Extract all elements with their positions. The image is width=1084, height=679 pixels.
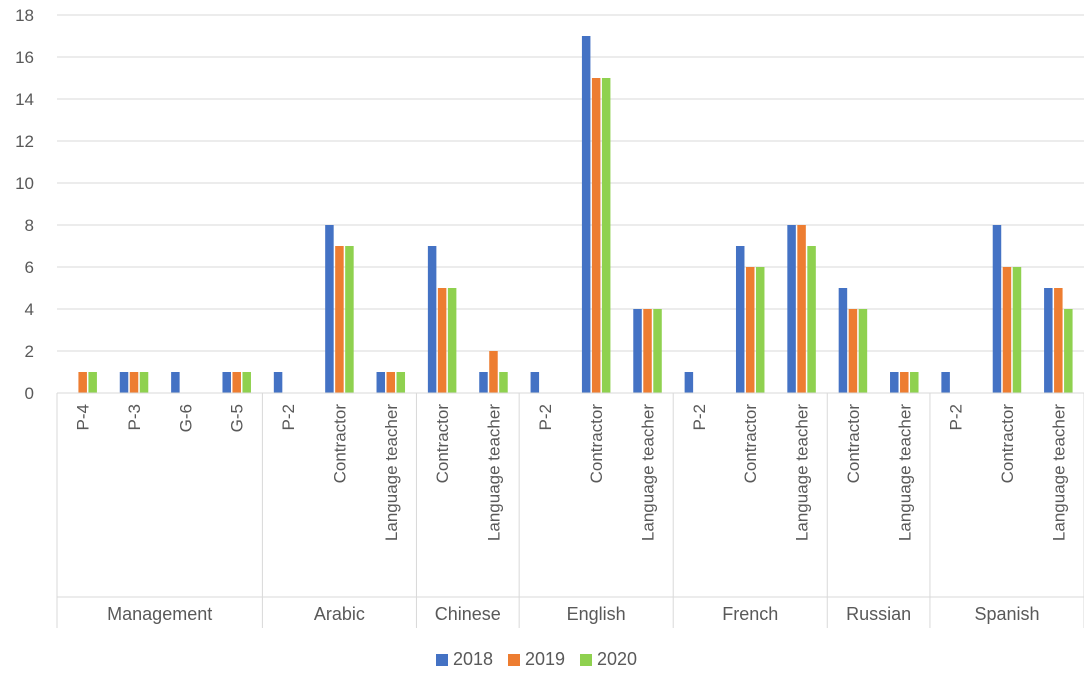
y-tick-label-16: 16 <box>15 48 34 67</box>
bar-2019-1 <box>78 372 87 393</box>
group-label-arabic: Arabic <box>314 604 365 624</box>
legend-swatch-2019 <box>508 654 520 666</box>
x-tick-label-p-2: P-2 <box>279 404 298 430</box>
y-tick-label-0: 0 <box>25 384 34 403</box>
y-tick-label-8: 8 <box>25 216 34 235</box>
x-axis: P-4 P-3 G-6 G-5 P-2 Contractor Language teache… <box>56 392 1084 628</box>
bar-2018-4 <box>222 372 231 393</box>
x-tick-label-language-teacher: Language teacher <box>1049 404 1068 541</box>
bar-2020-8 <box>447 288 457 393</box>
bar-2020-1 <box>88 372 97 393</box>
bar-2019-6 <box>335 246 344 393</box>
bar-2019-8 <box>437 288 447 393</box>
y-tick-label-4: 4 <box>25 300 34 319</box>
bar-2018-17 <box>890 372 899 393</box>
bar-2018-15 <box>787 225 796 393</box>
legend-label-2019: 2019 <box>525 649 565 669</box>
bar-2020-20 <box>1064 309 1073 393</box>
bar-2020-4 <box>242 372 251 393</box>
y-tick-label-18: 18 <box>15 6 34 25</box>
legend-swatch-2020 <box>580 654 592 666</box>
bar-2019-4 <box>232 372 241 393</box>
bar-2018-16 <box>838 288 848 393</box>
legend-label-2020: 2020 <box>597 649 637 669</box>
bar-2019-2 <box>129 372 139 393</box>
bar-2019-19 <box>1002 267 1012 393</box>
gridlines <box>57 14 1084 352</box>
bar-2020-14 <box>755 267 765 393</box>
x-tick-label-p-2: P-2 <box>536 404 555 430</box>
x-tick-label-language-teacher: Language teacher <box>484 404 503 541</box>
bar-2019-12 <box>643 309 652 393</box>
bar-2018-19 <box>992 225 1002 393</box>
x-tick-label-contractor: Contractor <box>741 404 760 484</box>
bar-2018-5 <box>273 372 283 393</box>
bar-2019-14 <box>745 267 755 393</box>
group-label-french: French <box>722 604 778 624</box>
bar-2019-20 <box>1054 288 1063 393</box>
x-tick-label-contractor: Contractor <box>998 404 1017 484</box>
legend: 2018 2019 2020 <box>436 649 637 669</box>
y-tick-label-10: 10 <box>15 174 34 193</box>
x-tick-label-language-teacher: Language teacher <box>639 404 658 541</box>
bar-2019-15 <box>797 225 806 393</box>
group-label-spanish: Spanish <box>974 604 1039 624</box>
bar-2018-10 <box>530 372 540 393</box>
bar-2019-17 <box>900 372 909 393</box>
y-axis: 0 2 4 6 8 10 12 14 16 18 <box>15 6 34 403</box>
x-tick-label-contractor: Contractor <box>844 404 863 484</box>
bar-2019-16 <box>848 309 858 393</box>
bar-2018-9 <box>479 372 488 393</box>
bar-2020-17 <box>910 372 919 393</box>
group-label-management: Management <box>107 604 212 624</box>
x-tick-label-contractor: Contractor <box>330 404 349 484</box>
bar-2018-18 <box>941 372 950 393</box>
bar-2020-12 <box>653 309 662 393</box>
x-tick-label-g-6: G-6 <box>176 404 195 432</box>
bar-2018-13 <box>684 372 694 393</box>
y-tick-label-14: 14 <box>15 90 34 109</box>
legend-swatch-2018 <box>436 654 448 666</box>
bar-2018-3 <box>171 372 180 393</box>
bar-2020-6 <box>345 246 354 393</box>
y-tick-label-2: 2 <box>25 342 34 361</box>
bar-2018-20 <box>1044 288 1053 393</box>
bar-2019-11 <box>591 78 601 393</box>
bar-2018-12 <box>633 309 642 393</box>
bar-2018-2 <box>119 372 129 393</box>
bar-2019-9 <box>489 351 498 393</box>
y-tick-label-6: 6 <box>25 258 34 277</box>
bar-2018-14 <box>735 246 745 393</box>
x-tick-label-language-teacher: Language teacher <box>895 404 914 541</box>
y-tick-label-12: 12 <box>15 132 34 151</box>
x-tick-label-p-2: P-2 <box>947 404 966 430</box>
bar-2020-7 <box>396 372 406 393</box>
bars <box>78 36 1073 393</box>
bar-2018-8 <box>427 246 437 393</box>
x-tick-label-g-5: G-5 <box>228 404 247 432</box>
group-label-russian: Russian <box>846 604 911 624</box>
group-label-english: English <box>567 604 626 624</box>
x-tick-label-language-teacher: Language teacher <box>382 404 401 541</box>
bar-2018-6 <box>325 225 334 393</box>
x-tick-label-p-2: P-2 <box>690 404 709 430</box>
x-tick-label-contractor: Contractor <box>433 404 452 484</box>
bar-2020-19 <box>1012 267 1022 393</box>
bar-2018-11 <box>581 36 591 393</box>
group-label-chinese: Chinese <box>435 604 501 624</box>
bar-2020-11 <box>601 78 611 393</box>
legend-label-2018: 2018 <box>453 649 493 669</box>
bar-2020-2 <box>139 372 149 393</box>
x-tick-label-language-teacher: Language teacher <box>793 404 812 541</box>
bar-2018-7 <box>376 372 386 393</box>
bar-2020-15 <box>807 246 816 393</box>
bar-2020-9 <box>499 372 508 393</box>
x-tick-label-p-4: P-4 <box>74 404 93 430</box>
x-tick-label-contractor: Contractor <box>587 404 606 484</box>
bar-2019-7 <box>386 372 396 393</box>
bar-2020-16 <box>858 309 868 393</box>
x-tick-label-p-3: P-3 <box>125 404 144 430</box>
